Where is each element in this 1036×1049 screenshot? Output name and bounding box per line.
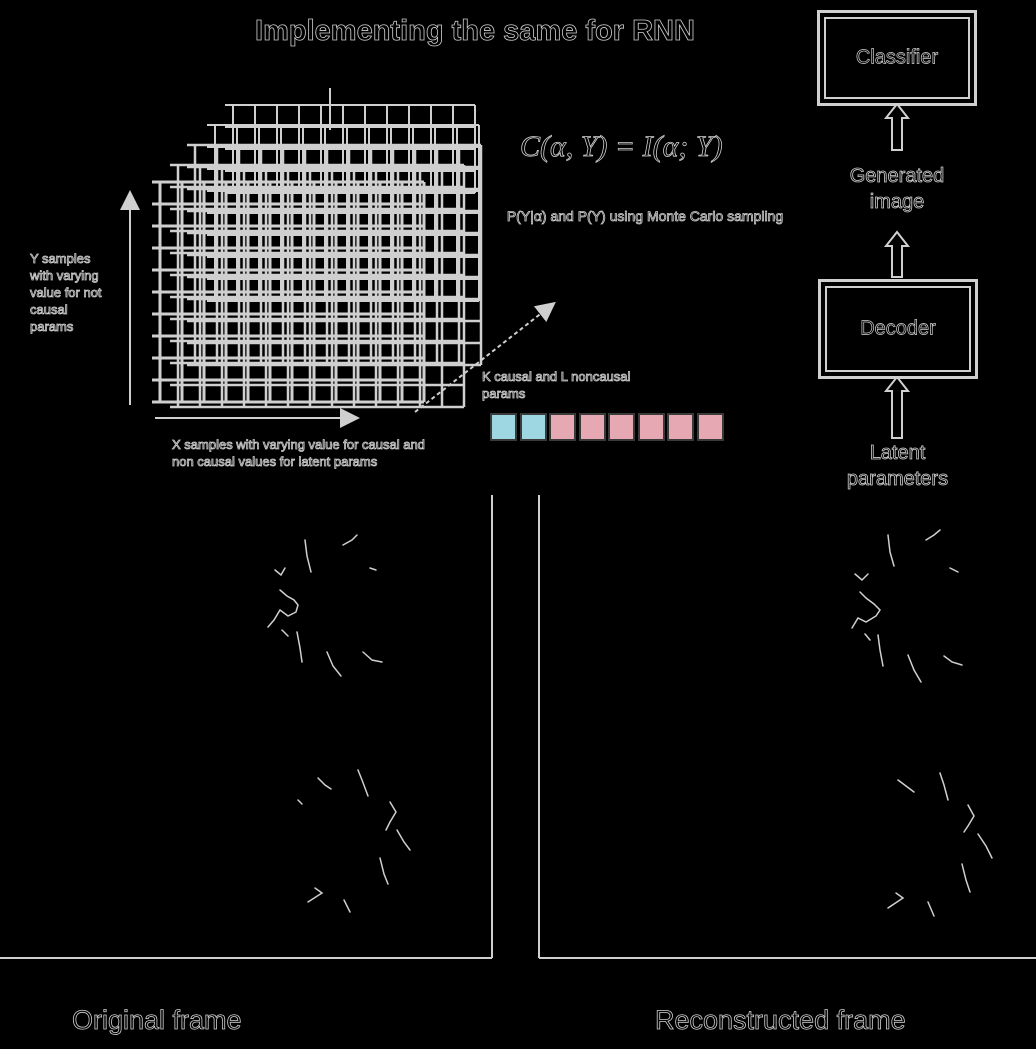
causal-param-cell [519,413,547,441]
sample-grid [152,88,483,409]
arrow-decoder-to-generated [883,230,911,278]
vector-label: K causal and L noncausal params [482,369,631,402]
reconstructed-frame-image [851,529,993,917]
formula: C(α, Y) = I(α; Y) [520,130,723,164]
noncausal-param-cell [549,413,576,441]
reconstructed-frame-caption: Reconstructed frame [655,1005,906,1036]
pipeline-arrows [883,102,911,439]
noncausal-param-cell [578,413,606,441]
classifier-box: Classifier [817,10,977,106]
y-axis-note: Y samples with varying value for not cau… [30,251,102,335]
decoder-label: Decoder [860,317,936,340]
latent-parameters-label: Latent parameters [846,442,949,491]
noncausal-param-cell [667,413,694,441]
noncausal-param-cell [608,413,635,441]
grid-to-vector-dashed-arrow [414,301,556,413]
arrow-generated-to-classifier [883,102,911,151]
causal-param-cell [490,413,517,441]
diagram-title: Implementing the same for RNN [255,15,696,48]
x-axis-note: X samples with varying value for causal … [172,437,426,470]
arrow-latent-to-decoder [883,375,911,439]
classifier-label: Classifier [855,46,939,69]
original-frame-caption: Original frame [72,1005,242,1036]
original-frame-image [267,534,411,913]
generated-image-label: Generated image [849,165,945,214]
noncausal-param-cell [637,413,665,441]
monte-carlo-note: P(Y|α) and P(Y) using Monte Carlo sampli… [506,208,784,225]
noncausal-param-cell [696,413,724,441]
decoder-box: Decoder [818,279,978,379]
